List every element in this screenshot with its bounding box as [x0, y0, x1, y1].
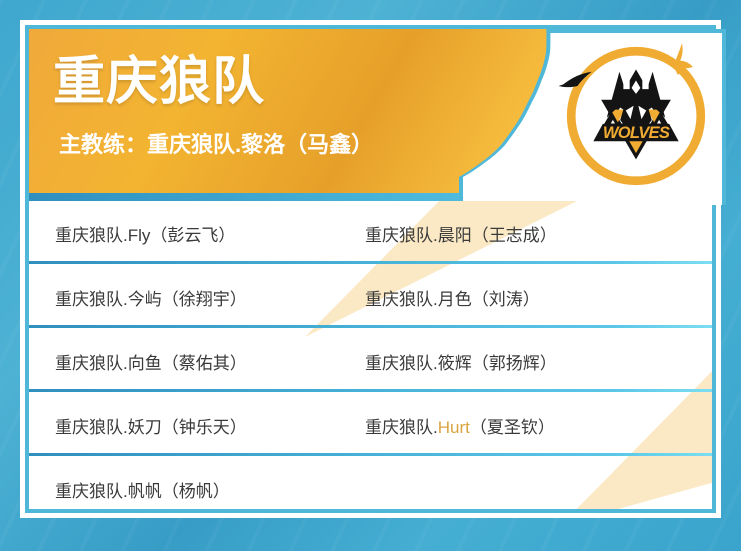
svg-text:WOLVES: WOLVES: [603, 123, 670, 142]
